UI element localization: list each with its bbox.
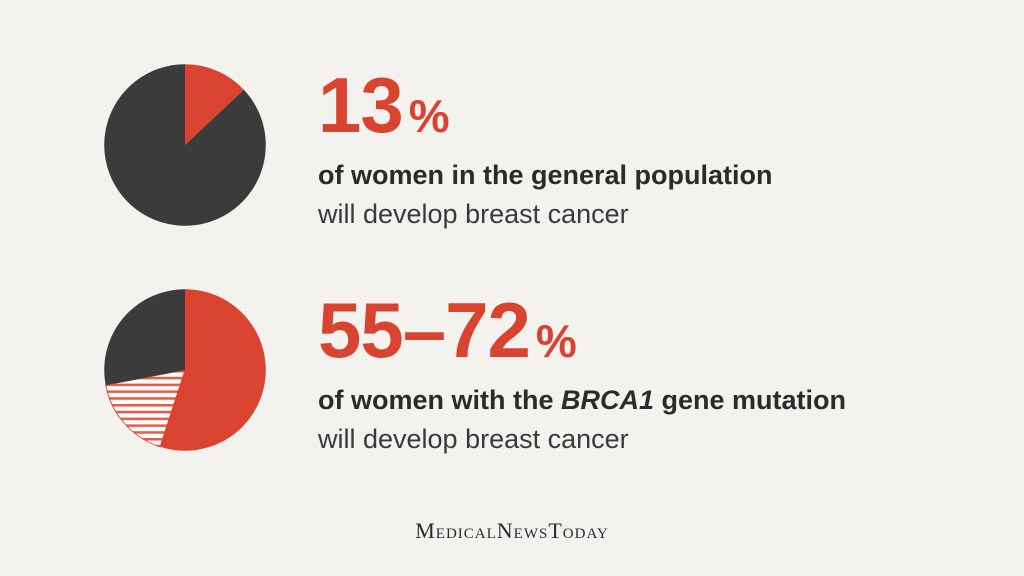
stat-text-2: 55–72 % of women with the BRCA1 gene mut… bbox=[318, 285, 846, 457]
stat-row-general-population: 13 % of women in the general population … bbox=[100, 60, 773, 232]
headline-percent-2: 55–72 % bbox=[318, 291, 846, 369]
bold-line-2: of women with the BRCA1 gene mutation bbox=[318, 383, 846, 418]
pie-svg bbox=[100, 285, 270, 455]
pie-svg bbox=[100, 60, 270, 230]
bold-pre: of women with the bbox=[318, 385, 561, 415]
headline-suffix: % bbox=[409, 93, 449, 139]
brand-left: Medical bbox=[415, 518, 497, 543]
pie-chart-13pct bbox=[100, 60, 270, 230]
plain-line-1: will develop breast cancer bbox=[318, 197, 773, 232]
headline-percent-1: 13 % bbox=[318, 66, 773, 144]
brand-right: Today bbox=[548, 518, 608, 543]
headline-number: 55–72 bbox=[318, 291, 530, 369]
source-credit: MedicalNewsToday bbox=[0, 518, 1024, 544]
brand-mid: News bbox=[497, 518, 549, 543]
headline-suffix: % bbox=[536, 318, 576, 364]
bold-line-1: of women in the general population bbox=[318, 158, 773, 193]
headline-number: 13 bbox=[318, 66, 403, 144]
gene-name: BRCA1 bbox=[561, 385, 654, 415]
pie-chart-55-72pct bbox=[100, 285, 270, 455]
stat-text-1: 13 % of women in the general population … bbox=[318, 60, 773, 232]
stat-row-brca1: 55–72 % of women with the BRCA1 gene mut… bbox=[100, 285, 846, 457]
bold-post: gene mutation bbox=[654, 385, 846, 415]
plain-line-2: will develop breast cancer bbox=[318, 422, 846, 457]
